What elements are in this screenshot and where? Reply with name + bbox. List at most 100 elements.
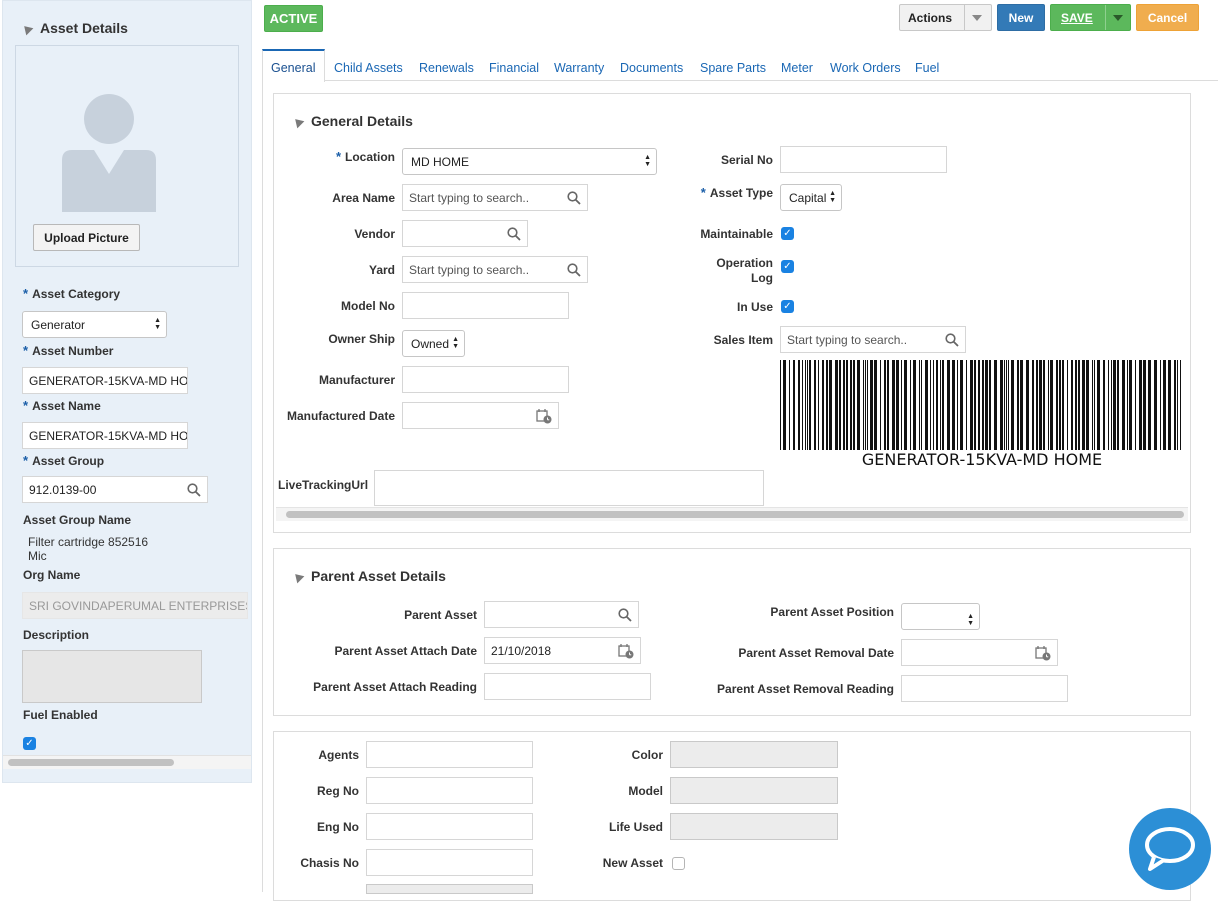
agents-input[interactable]: [366, 741, 533, 768]
parent-asset-input[interactable]: [484, 601, 639, 628]
manufactured-date-input[interactable]: [402, 402, 559, 429]
sidebar-scrollbar-thumb[interactable]: [8, 759, 174, 766]
asset-number-label: * Asset Number: [23, 343, 114, 358]
tab-financial[interactable]: Financial: [489, 61, 540, 75]
manufactured-date-label: Manufactured Date: [286, 409, 395, 423]
yard-input[interactable]: Start typing to search..: [402, 256, 588, 283]
new-button[interactable]: New: [997, 4, 1045, 31]
collapse-icon: [20, 22, 34, 36]
agents-label: Agents: [318, 748, 359, 762]
location-label: * Location: [335, 149, 395, 164]
live-tracking-url-textarea[interactable]: [374, 470, 764, 506]
upload-picture-button[interactable]: Upload Picture: [33, 224, 140, 251]
model-no-input[interactable]: [402, 292, 569, 319]
model-input: [670, 777, 838, 804]
search-icon[interactable]: [945, 333, 959, 347]
reg-no-input[interactable]: [366, 777, 533, 804]
fuel-enabled-label: Fuel Enabled: [23, 708, 98, 722]
content-area-border: [262, 81, 263, 892]
live-tracking-url-label: LiveTrackingUrl: [278, 478, 369, 492]
attach-date-input[interactable]: 21/10/2018: [484, 637, 641, 664]
tab-fuel[interactable]: Fuel: [915, 61, 940, 75]
parent-asset-title: Parent Asset Details: [291, 568, 446, 584]
eng-no-input[interactable]: [366, 813, 533, 840]
tab-spare-parts[interactable]: Spare Parts: [700, 61, 767, 75]
tab-meter[interactable]: Meter: [781, 61, 813, 75]
general-details-scrollbar[interactable]: [276, 507, 1188, 521]
location-select[interactable]: MD HOME ▲ ▼: [402, 148, 657, 175]
attach-reading-input[interactable]: [484, 673, 651, 700]
attach-reading-label: Parent Asset Attach Reading: [313, 680, 477, 694]
calendar-icon[interactable]: [536, 409, 552, 424]
model-no-label: Model No: [341, 299, 395, 313]
chevron-down-icon: [1113, 15, 1123, 21]
search-icon[interactable]: [567, 263, 581, 277]
tab-renewals[interactable]: Renewals: [419, 61, 474, 75]
model-label: Model: [628, 784, 663, 798]
position-label: Parent Asset Position: [770, 605, 894, 619]
general-details-title: General Details: [291, 113, 413, 129]
asset-group-input[interactable]: 912.0139-00: [22, 476, 208, 503]
description-textarea[interactable]: [22, 650, 202, 703]
search-icon[interactable]: [618, 608, 632, 622]
barcode-image: [780, 360, 1181, 450]
color-label: Color: [631, 748, 663, 762]
sidebar-scrollbar[interactable]: [3, 755, 251, 769]
removal-date-label: Parent Asset Removal Date: [738, 646, 894, 660]
cancel-button[interactable]: Cancel: [1136, 4, 1199, 31]
operation-log-checkbox[interactable]: ✓: [781, 260, 794, 273]
serial-no-input[interactable]: [780, 146, 947, 173]
owner-ship-select[interactable]: Owned ▲ ▼: [402, 330, 465, 357]
tab-work-orders[interactable]: Work Orders: [830, 61, 901, 75]
sales-item-input[interactable]: Start typing to search..: [780, 326, 966, 353]
manufacturer-input[interactable]: [402, 366, 569, 393]
select-arrows-icon: ▲ ▼: [644, 154, 651, 168]
in-use-label: In Use: [736, 300, 773, 314]
asset-name-input[interactable]: GENERATOR-15KVA-MD HOME: [22, 422, 188, 449]
chasis-no-input[interactable]: [366, 849, 533, 876]
removal-date-input[interactable]: [901, 639, 1058, 666]
new-asset-checkbox[interactable]: [672, 857, 685, 870]
select-arrows-icon: ▲ ▼: [967, 613, 974, 627]
fuel-enabled-checkbox[interactable]: ✓: [23, 737, 36, 750]
status-badge: ACTIVE: [264, 5, 323, 32]
asset-number-input[interactable]: GENERATOR-15KVA-MD HOME: [22, 367, 188, 394]
asset-category-select[interactable]: Generator ▲ ▼: [22, 311, 167, 338]
org-name-input: SRI GOVINDAPERUMAL ENTERPRISES: [22, 592, 248, 619]
vendor-label: Vendor: [354, 227, 395, 241]
eng-no-label: Eng No: [317, 820, 359, 834]
tab-child-assets[interactable]: Child Assets: [334, 61, 403, 75]
search-icon[interactable]: [187, 483, 201, 497]
calendar-icon[interactable]: [1035, 646, 1051, 661]
select-arrows-icon: ▲ ▼: [829, 190, 836, 204]
save-button[interactable]: SAVE: [1050, 4, 1131, 31]
asset-type-select[interactable]: Capital ▲ ▼: [780, 184, 842, 211]
save-divider: [1105, 5, 1106, 30]
area-name-input[interactable]: Start typing to search..: [402, 184, 588, 211]
operation-log-label: Operation Log: [716, 256, 773, 285]
tab-warranty[interactable]: Warranty: [554, 61, 605, 75]
removal-reading-input[interactable]: [901, 675, 1068, 702]
position-select[interactable]: ▲ ▼: [901, 603, 980, 630]
general-details-scrollbar-thumb[interactable]: [286, 511, 1184, 518]
tab-documents[interactable]: Documents: [620, 61, 684, 75]
sidebar-title: Asset Details: [20, 20, 128, 36]
picture-panel: Upload Picture: [15, 45, 239, 267]
calendar-icon[interactable]: [618, 644, 634, 659]
tab-general-active[interactable]: [262, 49, 325, 82]
asset-type-label: * Asset Type: [700, 185, 773, 200]
actions-button[interactable]: Actions: [899, 4, 992, 31]
search-icon[interactable]: [507, 227, 521, 241]
parent-asset-label: Parent Asset: [404, 608, 477, 622]
search-icon[interactable]: [567, 191, 581, 205]
description-label: Description: [23, 628, 90, 642]
collapse-icon: [291, 570, 305, 584]
in-use-checkbox[interactable]: ✓: [781, 300, 794, 313]
vendor-input[interactable]: [402, 220, 528, 247]
tab-general[interactable]: General: [271, 61, 316, 75]
select-arrows-icon: ▲ ▼: [452, 336, 459, 350]
reg-no-label: Reg No: [317, 784, 359, 798]
serial-no-label: Serial No: [720, 153, 773, 167]
maintainable-checkbox[interactable]: ✓: [781, 227, 794, 240]
chat-button[interactable]: [1129, 808, 1211, 890]
